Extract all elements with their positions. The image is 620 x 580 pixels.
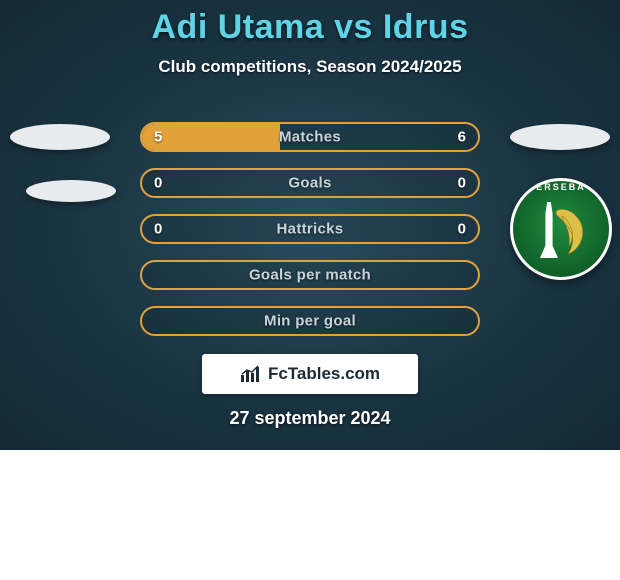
stat-row: Min per goal [140,306,480,336]
brand-link[interactable]: FcTables.com [202,354,418,394]
badge-crocodile-icon [552,208,594,258]
stat-label: Hattricks [142,221,478,238]
stat-row: 00Hattricks [140,214,480,244]
stat-label: Min per goal [142,313,478,330]
player-left-placeholder [10,124,110,150]
brand-text: FcTables.com [268,364,380,384]
date-text: 27 september 2024 [0,408,620,429]
stats-list: 56Matches 00Goals 00Hattricks Goals per mat… [140,122,480,352]
stat-label: Matches [142,129,478,146]
club-left-placeholder [26,180,116,202]
stat-row: Goals per match [140,260,480,290]
stat-row: 00Goals [140,168,480,198]
page-title: Adi Utama vs Idrus [0,0,620,47]
page-subtitle: Club competitions, Season 2024/2025 [0,57,620,77]
badge-text: ERSEBA [510,182,612,192]
stat-row: 56Matches [140,122,480,152]
bar-chart-icon [240,365,262,383]
club-right-badge: ERSEBA [510,178,612,280]
stat-label: Goals [142,175,478,192]
comparison-card: Adi Utama vs Idrus Club competitions, Se… [0,0,620,450]
player-right-placeholder [510,124,610,150]
stat-label: Goals per match [142,267,478,284]
